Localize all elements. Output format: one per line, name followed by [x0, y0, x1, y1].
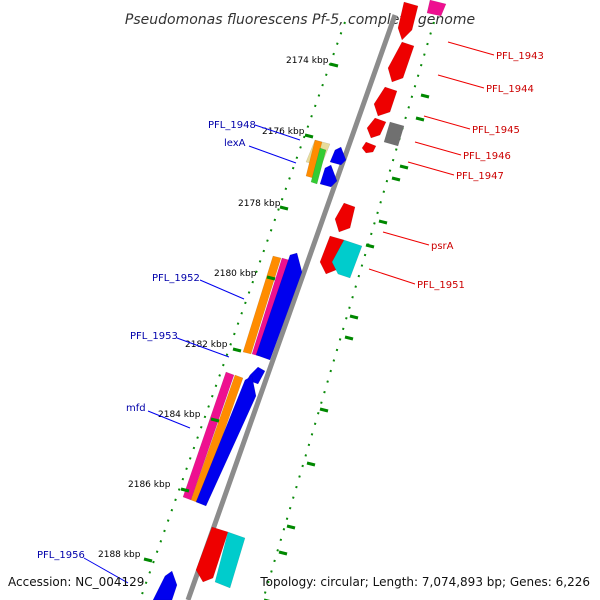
gene-label: PFL_1953 [130, 331, 178, 342]
gene-pfl-1951-arrow [319, 235, 345, 275]
gene-pfl-1946-arrow [366, 117, 387, 139]
leader-line [176, 337, 230, 358]
gc-dash [278, 550, 288, 556]
gc-dash [365, 243, 375, 249]
gc-dash [306, 461, 316, 467]
gc-dash [344, 335, 354, 341]
gene-lower-red [195, 526, 229, 583]
tick-label: 2178 kbp [238, 199, 281, 209]
tick-mark [210, 417, 220, 423]
gene-pfl-1952-blue [255, 252, 303, 361]
gc-dash [349, 314, 359, 320]
tick-label: 2182 kbp [185, 340, 228, 350]
tick-label: 2180 kbp [214, 269, 257, 279]
genome-backbone [185, 14, 398, 600]
gene-pfl-1943-pink [426, 0, 447, 17]
topology-text: Topology: circular; Length: 7,074,893 bp… [259, 575, 590, 589]
gc-dash [319, 407, 329, 413]
leader-line [199, 279, 245, 300]
gene-pfl-1956-blue [152, 570, 178, 600]
gc-track-inner [139, 21, 346, 600]
tick-label: 2174 kbp [286, 56, 329, 66]
tick-mark [329, 62, 339, 68]
gene-lexa-blue [329, 146, 347, 166]
gc-dash [286, 524, 296, 530]
leader-line [147, 410, 191, 429]
tick-mark [180, 487, 190, 493]
gene-label: PFL_1951 [417, 280, 465, 291]
gene-label: mfd [126, 403, 146, 414]
gene-label: PFL_1952 [152, 273, 200, 284]
gc-dash [415, 116, 425, 122]
genes-layer [152, 0, 447, 600]
map-title: Pseudomonas fluorescens Pf-5, complete g… [125, 12, 475, 28]
gene-pfl-1952-orange [242, 255, 282, 355]
tick-mark [279, 205, 289, 211]
gene-label: PFL_1945 [472, 125, 520, 136]
gene-label: PFL_1943 [496, 51, 544, 62]
gene-pfl-1947-arrow [361, 141, 377, 154]
gene-label: PFL_1947 [456, 171, 504, 182]
tick-label: 2188 kbp [98, 550, 141, 560]
tick-label: 2186 kbp [128, 480, 171, 490]
leader-line [437, 74, 485, 89]
leader-line [254, 124, 301, 141]
gene-pfl-1946-grey [383, 121, 405, 147]
gc-dash [391, 176, 401, 182]
ticks-layer: 2174 kbp 2176 kbp 2178 kbp 2180 kbp 2182 kbp… [98, 56, 430, 600]
gene-label: lexA [224, 138, 246, 149]
leader-line [83, 557, 129, 584]
accession-text: Accession: NC_004129 [8, 575, 144, 589]
gc-track-outer [262, 21, 435, 600]
gene-lower-cyan [214, 531, 246, 589]
gc-dash [378, 219, 388, 225]
tick-label: 2184 kbp [158, 410, 201, 420]
gene-mfd-blue [195, 375, 257, 507]
leader-line [423, 115, 471, 130]
gene-pfl-1945-arrow [373, 86, 398, 117]
gene-label: PFL_1946 [463, 151, 511, 162]
tick-label: 2176 kbp [262, 127, 305, 137]
gene-pfl-1943-arrow [397, 1, 419, 41]
gene-label: PFL_1948 [208, 120, 256, 131]
tick-mark [266, 275, 276, 281]
gene-label: PFL_1956 [37, 550, 85, 561]
gene-pfl-1944-arrow [387, 41, 415, 83]
gc-dash [399, 164, 409, 170]
leader-line [407, 161, 455, 176]
gene-lexa-green [310, 147, 327, 185]
leader-line [382, 231, 430, 246]
gene-label: psrA [431, 241, 454, 252]
leader-line [447, 41, 495, 56]
leader-line [414, 141, 462, 156]
tick-mark [232, 347, 242, 353]
gc-dash [420, 93, 430, 99]
gene-psra-arrow [334, 202, 356, 233]
gene-label: PFL_1944 [486, 84, 534, 95]
leader-line [248, 145, 297, 164]
gene-lexa-blue-2 [319, 164, 338, 188]
tick-mark [304, 133, 314, 139]
gene-pfl-1951-cyan [331, 239, 363, 279]
tick-mark [143, 557, 153, 563]
leader-line [368, 268, 416, 285]
